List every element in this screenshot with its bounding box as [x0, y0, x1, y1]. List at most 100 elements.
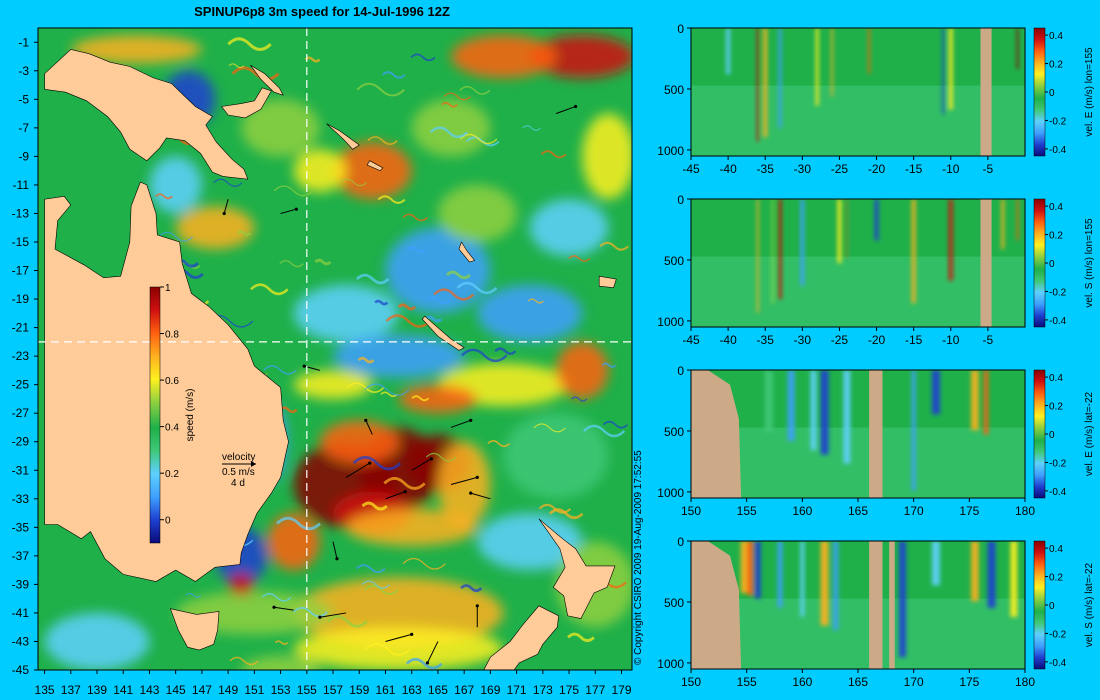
velocity-arrow	[280, 208, 297, 214]
map-x-tick-label: 165	[428, 683, 448, 697]
velocity-arrow-head	[469, 418, 473, 422]
eddy-filament	[456, 281, 498, 295]
section-x-tick-label: 160	[792, 675, 812, 689]
speed-field-patch	[411, 99, 491, 157]
eddy-filament	[460, 584, 483, 593]
eddy-filament	[367, 136, 398, 146]
section-x-tick-label: -10	[942, 333, 960, 347]
section-x-tick-label: -30	[794, 333, 812, 347]
eddy-filament	[231, 66, 280, 81]
eddy-filament	[425, 452, 457, 462]
velocity-arrow	[345, 462, 371, 478]
section-velocity-band	[740, 541, 749, 594]
section-colorbar	[1033, 369, 1046, 499]
speed-field-patch	[346, 508, 478, 546]
eddy-filament	[227, 37, 272, 51]
section-velocity-band	[837, 199, 842, 263]
speed-field-patch	[451, 35, 556, 78]
section-ylabel: vel. S (m/s) lat=-22	[1084, 562, 1095, 647]
section-x-tick-label: -30	[794, 162, 812, 176]
section-y-tick-label: 0	[677, 364, 684, 378]
tasmania-land	[169, 608, 220, 651]
section-y-tick-label: 0	[677, 535, 684, 549]
eddy-filament	[361, 501, 388, 511]
eddy-filament	[446, 270, 471, 280]
section-colorbar-tick-label: 0	[1049, 601, 1055, 612]
section-x-tick-label: -35	[757, 162, 775, 176]
section-velocity-band	[754, 541, 761, 599]
section-velocity-band	[987, 541, 996, 608]
section-ylabel: vel. E (m/s) lon=155	[1084, 47, 1095, 137]
eddy-filament	[263, 365, 298, 375]
section-y-tick-label: 1000	[657, 144, 684, 158]
speed-field-patch	[477, 513, 583, 571]
eddy-filament	[583, 424, 626, 438]
map-y-tick-label: -29	[12, 435, 30, 449]
map-y-tick-label: -27	[12, 406, 30, 420]
section-frame	[690, 198, 1026, 328]
velocity-arrow	[385, 491, 406, 500]
map-x-tick-label: 175	[559, 683, 579, 697]
section-colorbar-tick-label: 0	[1049, 430, 1055, 441]
australia-land	[44, 181, 289, 582]
section-x-tick-label: 175	[959, 675, 979, 689]
velocity-arrow	[332, 541, 338, 559]
map-y-tick-label: -43	[12, 634, 30, 648]
map-x-tick-label: 149	[218, 683, 238, 697]
section-velocity-band	[831, 28, 834, 97]
eddy-filament	[522, 125, 541, 131]
section-land	[869, 541, 883, 669]
section-y-tick-label: 1000	[657, 657, 684, 671]
map-x-tick-label: 161	[375, 683, 395, 697]
section-velocity-band	[763, 28, 768, 138]
velocity-arrow	[385, 633, 412, 642]
section-x-tick-label: -40	[719, 333, 737, 347]
map-x-tick-label: 145	[166, 683, 186, 697]
velocity-arrow-head	[429, 457, 433, 461]
eddy-filament	[429, 126, 469, 139]
speed-field-patch	[398, 384, 478, 414]
eddy-filament	[381, 71, 406, 79]
eddy-filament	[155, 193, 173, 200]
eddy-filament	[459, 85, 491, 95]
velocity-arrow-head	[475, 604, 479, 608]
section-colorbar-tick-label: 0.4	[1049, 31, 1063, 42]
eddy-filament	[405, 657, 443, 670]
eddy-filament	[567, 632, 595, 643]
map-y-tick-label: -15	[12, 235, 30, 249]
chart-title: SPINUP6p8 3m speed for 14-Jul-1996 12Z	[194, 4, 450, 19]
section-land	[889, 541, 895, 669]
section-colorbar-tick-label: 0.2	[1049, 573, 1063, 584]
section-velocity-band	[931, 541, 940, 586]
section-colorbar-tick-label: -0.2	[1049, 458, 1067, 469]
section-colorbar	[1033, 198, 1046, 328]
copyright-text: © Copyright CSIRO 2009 19-Aug-2009 17:52…	[633, 450, 644, 665]
eddy-filament	[460, 133, 498, 145]
section-velocity-band	[746, 541, 754, 596]
speed-field-patch	[333, 334, 465, 378]
velocity-arrow	[411, 458, 432, 471]
new-caledonia-land	[421, 315, 465, 351]
section-velocity-band	[983, 370, 989, 435]
section-colorbar-tick-label: 0	[1049, 88, 1055, 99]
section-velocity-band	[843, 370, 851, 464]
speed-field-patch	[555, 341, 609, 399]
eddy-filament	[346, 382, 385, 394]
map-x-tick-label: 141	[113, 683, 133, 697]
map-x-tick-label: 139	[87, 683, 107, 697]
section-x-tick-label: -35	[757, 333, 775, 347]
speed-field-patch	[503, 413, 609, 499]
eddy-filament	[568, 255, 591, 262]
section-colorbar-tick-label: -0.2	[1049, 116, 1067, 127]
speed-field-patch	[319, 420, 399, 464]
map-x-tick-label: 157	[323, 683, 343, 697]
velocity-arrow-head	[410, 632, 414, 636]
section-y-tick-label: 1000	[657, 486, 684, 500]
eddy-filament	[261, 592, 292, 602]
section-velocity-band	[764, 370, 773, 433]
speed-field-patch	[293, 284, 399, 342]
colorbar-tick-label: 0.8	[165, 330, 179, 341]
eddy-filament	[383, 476, 426, 490]
velocity-arrow-head	[475, 475, 479, 479]
section-velocity-band	[942, 28, 945, 115]
